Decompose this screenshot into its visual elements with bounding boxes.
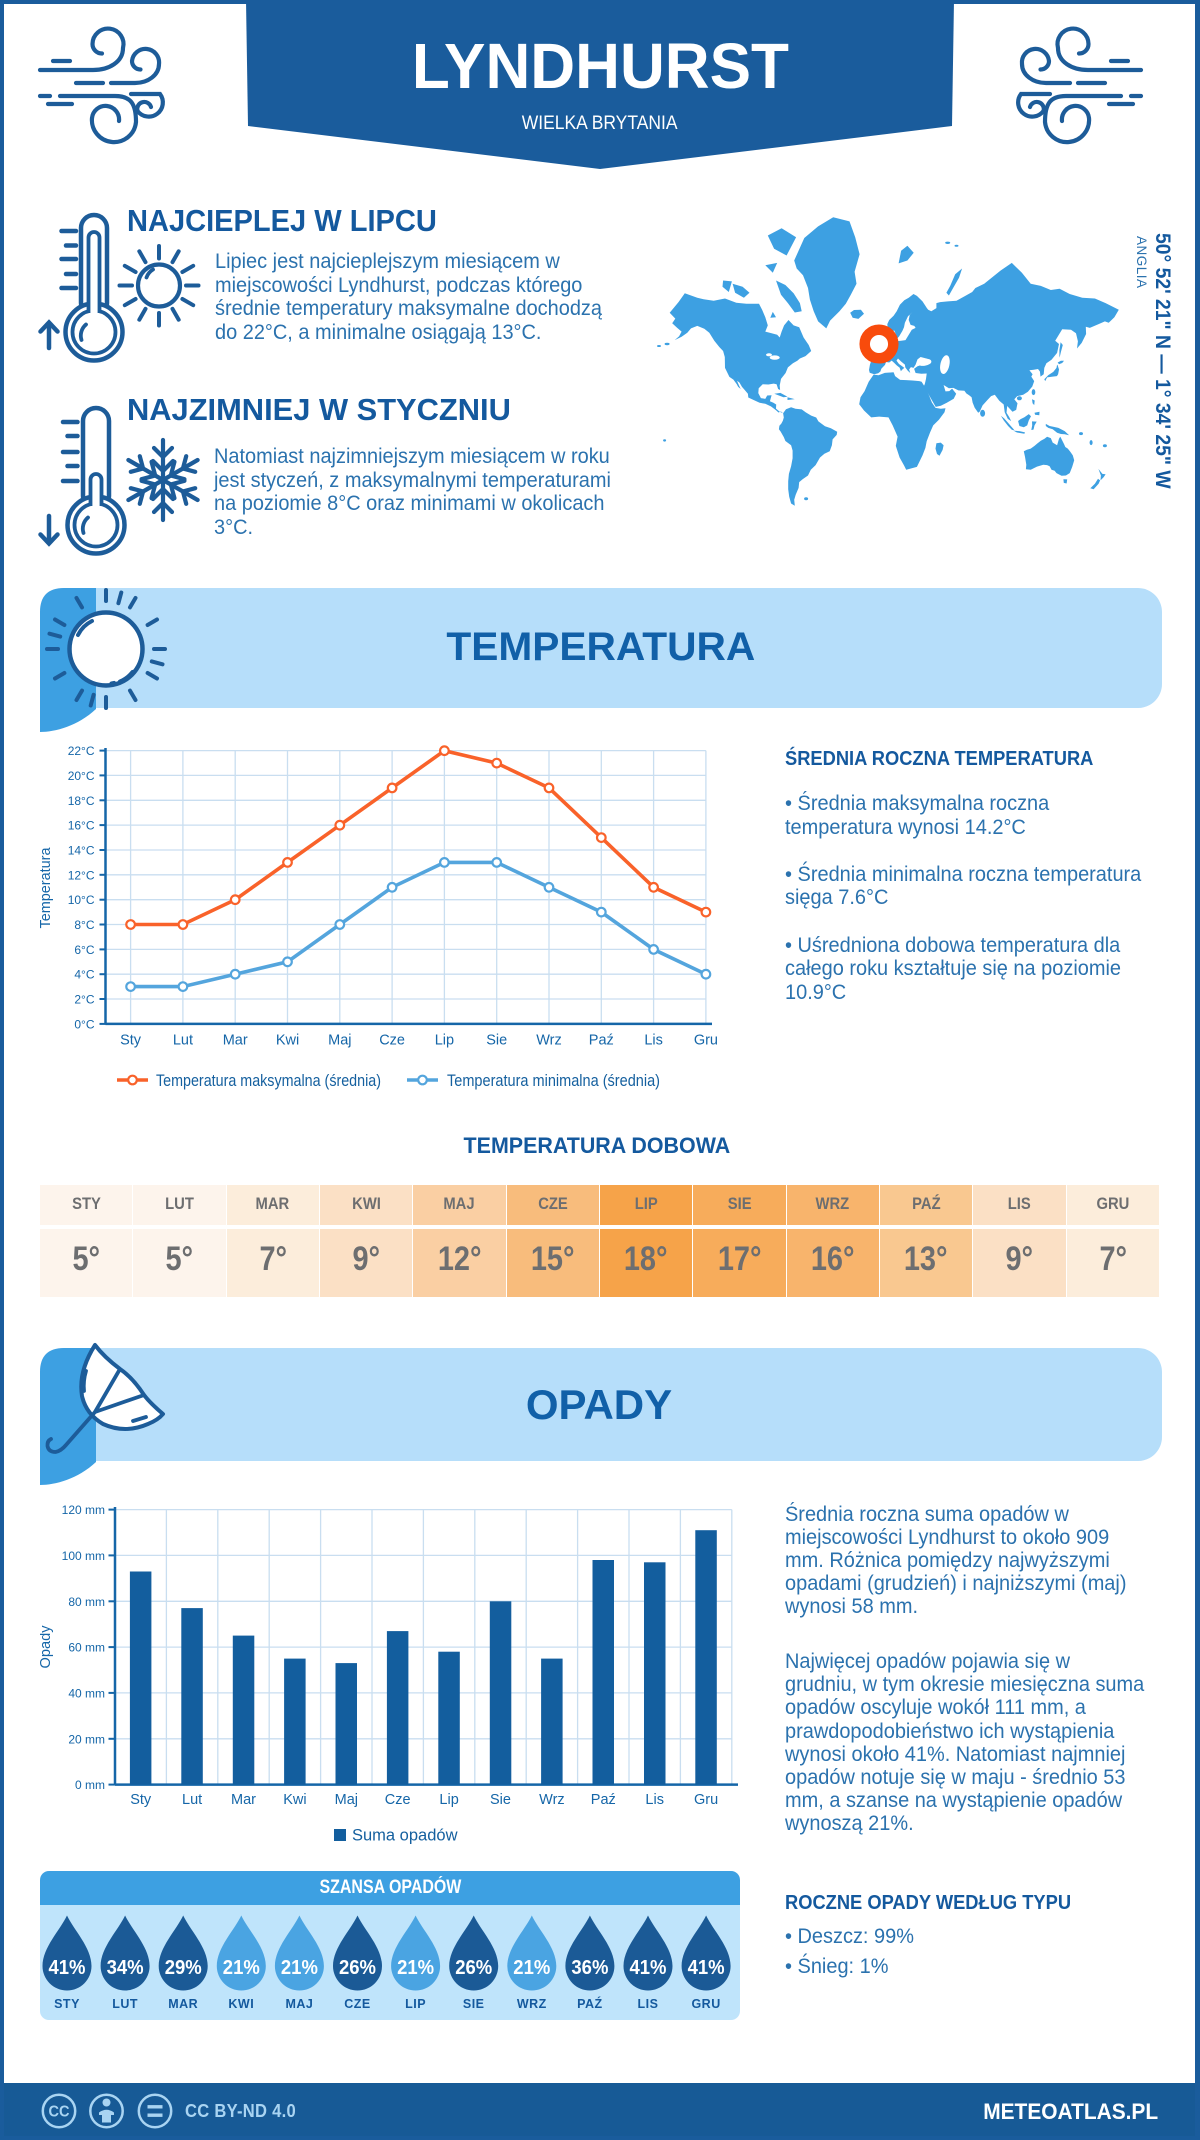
svg-text:41%: 41% <box>630 1957 667 1979</box>
svg-text:Temperatura maksymalna (średni: Temperatura maksymalna (średnia) <box>156 1072 381 1090</box>
svg-text:60 mm: 60 mm <box>68 1641 105 1655</box>
svg-text:STY: STY <box>54 1997 80 2011</box>
svg-text:10°C: 10°C <box>68 893 95 907</box>
svg-text:21%: 21% <box>397 1957 434 1979</box>
svg-text:0 mm: 0 mm <box>75 1778 105 1792</box>
svg-text:WRZ: WRZ <box>517 1997 547 2011</box>
svg-text:Lut: Lut <box>182 1792 202 1808</box>
svg-text:KWI: KWI <box>228 1997 254 2011</box>
svg-text:Wrz: Wrz <box>536 1033 562 1049</box>
svg-text:36%: 36% <box>571 1957 608 1979</box>
svg-text:Cze: Cze <box>379 1033 405 1049</box>
svg-text:Sty: Sty <box>120 1033 142 1049</box>
svg-text:SIE: SIE <box>463 1997 485 2011</box>
svg-text:14°C: 14°C <box>68 844 95 858</box>
svg-text:100 mm: 100 mm <box>62 1549 105 1563</box>
svg-text:Cze: Cze <box>385 1792 411 1808</box>
svg-text:Paź: Paź <box>591 1792 616 1808</box>
svg-text:21%: 21% <box>281 1957 318 1979</box>
svg-text:29%: 29% <box>165 1957 202 1979</box>
svg-text:MAR: MAR <box>168 1997 198 2011</box>
svg-text:CZE: CZE <box>344 1997 371 2011</box>
svg-text:LUT: LUT <box>112 1997 138 2011</box>
svg-text:2°C: 2°C <box>74 993 94 1007</box>
svg-text:Gru: Gru <box>694 1033 718 1049</box>
svg-text:Lis: Lis <box>645 1792 664 1808</box>
svg-text:LIP: LIP <box>405 1997 426 2011</box>
svg-text:40 mm: 40 mm <box>68 1686 105 1700</box>
svg-text:8°C: 8°C <box>74 918 94 932</box>
svg-text:21%: 21% <box>223 1957 260 1979</box>
svg-text:120 mm: 120 mm <box>62 1503 105 1517</box>
svg-text:22°C: 22°C <box>68 744 95 758</box>
svg-text:Sie: Sie <box>490 1792 511 1808</box>
svg-text:20°C: 20°C <box>68 769 95 783</box>
svg-text:GRU: GRU <box>691 1997 720 2011</box>
svg-text:Lut: Lut <box>173 1033 193 1049</box>
svg-text:CC: CC <box>49 2104 70 2121</box>
svg-text:Lip: Lip <box>435 1033 454 1049</box>
svg-text:20 mm: 20 mm <box>68 1732 105 1746</box>
svg-text:Maj: Maj <box>328 1033 351 1049</box>
svg-text:41%: 41% <box>49 1957 86 1979</box>
svg-text:34%: 34% <box>107 1957 144 1979</box>
svg-text:Mar: Mar <box>223 1033 248 1049</box>
svg-text:12°C: 12°C <box>68 868 95 882</box>
svg-text:16°C: 16°C <box>68 819 95 833</box>
svg-text:Kwi: Kwi <box>276 1033 299 1049</box>
svg-text:LIS: LIS <box>638 1997 659 2011</box>
svg-text:41%: 41% <box>688 1957 725 1979</box>
svg-text:Suma opadów: Suma opadów <box>352 1827 458 1845</box>
svg-text:PAŹ: PAŹ <box>577 1996 603 2011</box>
svg-text:Temperatura minimalna (średnia: Temperatura minimalna (średnia) <box>447 1072 660 1090</box>
svg-text:4°C: 4°C <box>74 968 94 982</box>
svg-text:Lip: Lip <box>439 1792 458 1808</box>
svg-text:Opady: Opady <box>40 1625 54 1669</box>
svg-text:Paź: Paź <box>589 1033 614 1049</box>
svg-text:Wrz: Wrz <box>539 1792 565 1808</box>
svg-text:Mar: Mar <box>231 1792 256 1808</box>
svg-text:18°C: 18°C <box>68 794 95 808</box>
svg-text:21%: 21% <box>513 1957 550 1979</box>
svg-text:Kwi: Kwi <box>283 1792 306 1808</box>
svg-text:Sie: Sie <box>486 1033 507 1049</box>
svg-text:Maj: Maj <box>335 1792 358 1808</box>
svg-text:MAJ: MAJ <box>285 1997 313 2011</box>
svg-text:Lis: Lis <box>644 1033 663 1049</box>
svg-text:Sty: Sty <box>130 1792 152 1808</box>
svg-text:6°C: 6°C <box>74 943 94 957</box>
svg-text:0°C: 0°C <box>74 1017 94 1031</box>
svg-text:26%: 26% <box>455 1957 492 1979</box>
svg-text:80 mm: 80 mm <box>68 1595 105 1609</box>
svg-text:Temperatura: Temperatura <box>40 847 54 929</box>
svg-text:Gru: Gru <box>694 1792 718 1808</box>
svg-text:26%: 26% <box>339 1957 376 1979</box>
